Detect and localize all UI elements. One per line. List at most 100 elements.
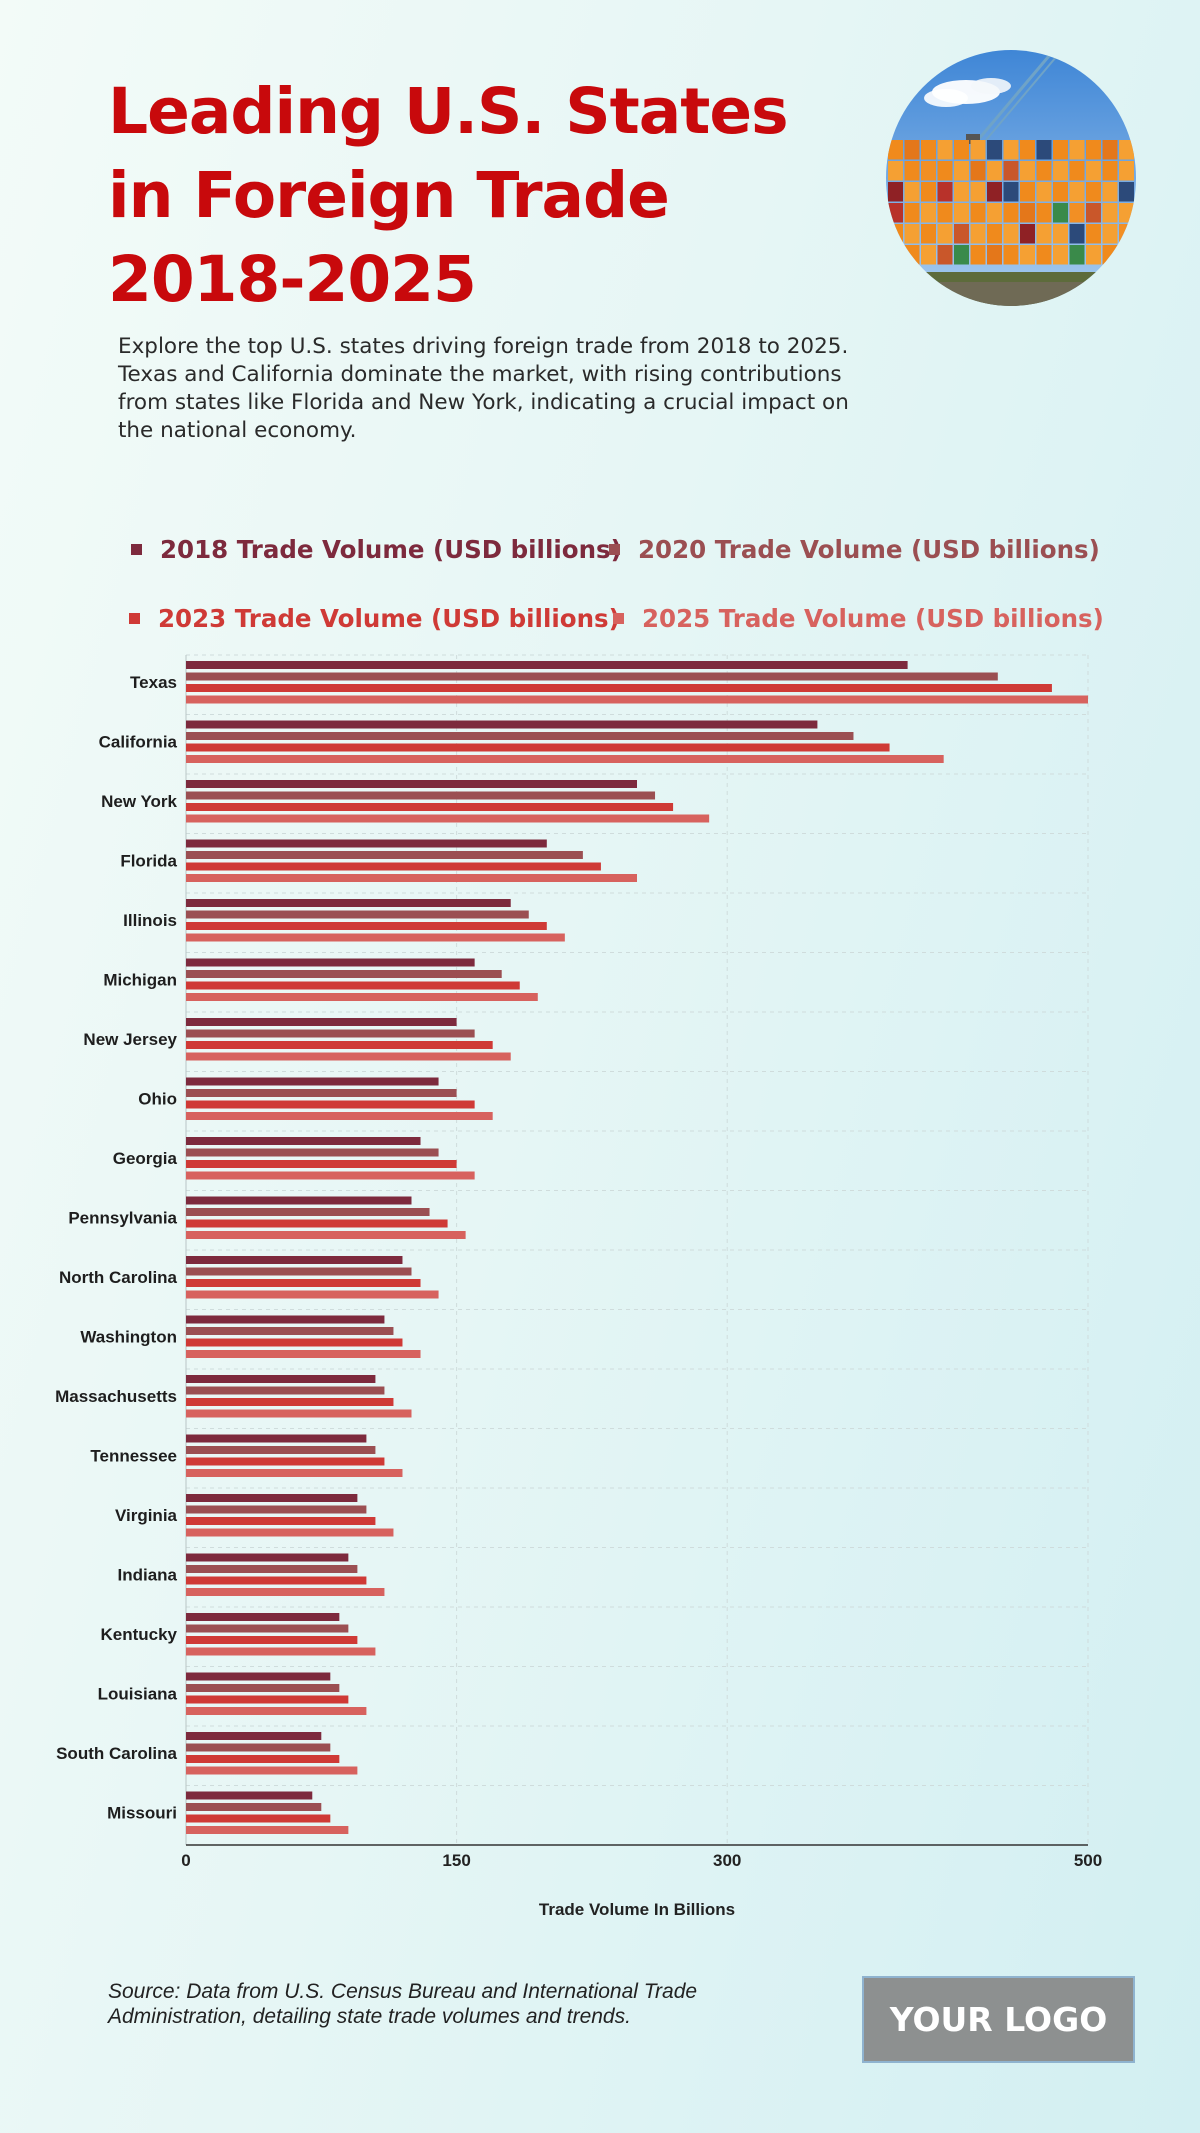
legend-item-2023: 2023 Trade Volume (USD billions) <box>129 604 620 633</box>
shipping-container <box>970 182 986 202</box>
bar <box>186 1826 349 1834</box>
grid-layer <box>185 654 1089 1846</box>
bar <box>186 1576 367 1585</box>
category-label: Tennessee <box>90 1447 177 1466</box>
source-note: Source: Data from U.S. Census Bureau and… <box>108 1979 808 2029</box>
shipping-container <box>921 245 936 265</box>
x-tick-label: 300 <box>713 1851 741 1870</box>
bar <box>186 732 854 740</box>
category-label: Kentucky <box>100 1625 177 1644</box>
description: Explore the top U.S. states driving fore… <box>118 333 898 445</box>
bar <box>186 1647 376 1656</box>
shipping-container <box>987 245 1002 265</box>
shipping-container <box>1069 224 1085 244</box>
category-label: Louisiana <box>98 1685 178 1704</box>
bar <box>186 862 601 871</box>
shipping-container <box>954 140 969 160</box>
x-tick-label: 150 <box>442 1851 470 1870</box>
shipping-container <box>1020 203 1035 223</box>
shipping-container <box>1086 224 1101 244</box>
shipping-container <box>1069 161 1085 181</box>
category-label: Michigan <box>103 971 177 990</box>
shipping-container <box>970 203 986 223</box>
shipping-container <box>1086 182 1101 202</box>
bar <box>186 1375 376 1383</box>
category-label: Texas <box>130 673 177 692</box>
bar <box>186 981 520 990</box>
category-label: New York <box>101 792 177 811</box>
bar <box>186 720 818 729</box>
bar <box>186 1695 349 1704</box>
shipping-container <box>921 182 936 202</box>
shipping-container <box>1069 140 1085 160</box>
shipping-container <box>1102 182 1118 202</box>
shipping-container <box>1036 161 1052 181</box>
bar <box>186 1446 376 1454</box>
bar <box>186 874 637 882</box>
bar <box>186 743 890 752</box>
category-label: Florida <box>120 852 177 871</box>
legend-swatch-2023 <box>129 613 140 624</box>
bar <box>186 1636 358 1644</box>
title-line-2: in Foreign Trade <box>108 159 670 232</box>
description-line-4: the national economy. <box>118 418 357 443</box>
bars-layer <box>186 661 1088 1834</box>
source-line-1: Source: Data from U.S. Census Bureau and… <box>108 1980 698 2003</box>
bar <box>186 1219 448 1228</box>
shipping-container <box>970 245 986 265</box>
bar <box>186 1517 376 1525</box>
bar <box>186 1434 367 1443</box>
bar <box>186 1231 466 1239</box>
logo-placeholder: YOUR LOGO <box>862 1976 1135 2063</box>
bar <box>186 851 583 859</box>
bar <box>186 1018 457 1026</box>
shipping-container <box>921 140 936 160</box>
category-label: New Jersey <box>83 1030 177 1049</box>
shipping-container <box>921 224 936 244</box>
category-label: Pennsylvania <box>68 1209 177 1228</box>
shipping-container <box>1119 182 1134 202</box>
shipping-container <box>937 245 953 265</box>
bar <box>186 814 710 823</box>
shipping-container <box>954 203 969 223</box>
shipping-container <box>970 224 986 244</box>
bar <box>186 1338 403 1347</box>
category-label: Ohio <box>138 1090 177 1109</box>
bar <box>186 933 565 942</box>
bar <box>186 1565 358 1573</box>
legend-item-2025: 2025 Trade Volume (USD billions) <box>613 604 1104 633</box>
bar <box>186 1160 457 1168</box>
bar <box>186 1624 349 1633</box>
bar <box>186 1469 403 1477</box>
page-title: Leading U.S. States in Foreign Trade 201… <box>108 70 828 322</box>
bar <box>186 970 502 978</box>
shipping-container <box>1086 245 1101 265</box>
bar <box>186 1613 340 1621</box>
shipping-container <box>1020 161 1035 181</box>
bar <box>186 755 944 763</box>
bar <box>186 1171 475 1180</box>
shipping-container <box>970 140 986 160</box>
shipping-container <box>987 224 1002 244</box>
category-label: North Carolina <box>59 1268 178 1287</box>
shipping-container <box>1069 182 1085 202</box>
bar <box>186 1684 340 1692</box>
bar <box>186 1553 349 1562</box>
category-label: Indiana <box>117 1566 177 1585</box>
shipping-container <box>1003 182 1019 202</box>
containers-illustration <box>886 50 1136 306</box>
bar <box>186 1672 331 1681</box>
shipping-container <box>1086 140 1101 160</box>
bar <box>186 1041 493 1049</box>
description-line-3: from states like Florida and New York, i… <box>118 390 849 415</box>
shipping-container <box>1036 182 1052 202</box>
shipping-container <box>1053 245 1068 265</box>
category-label: Georgia <box>113 1149 178 1168</box>
category-label: Virginia <box>115 1506 178 1525</box>
title-line-3: 2018-2025 <box>108 243 477 316</box>
shipping-container <box>1102 203 1118 223</box>
bar <box>186 1279 421 1287</box>
bar <box>186 1409 412 1418</box>
shipping-container <box>937 161 953 181</box>
description-line-1: Explore the top U.S. states driving fore… <box>118 334 849 359</box>
